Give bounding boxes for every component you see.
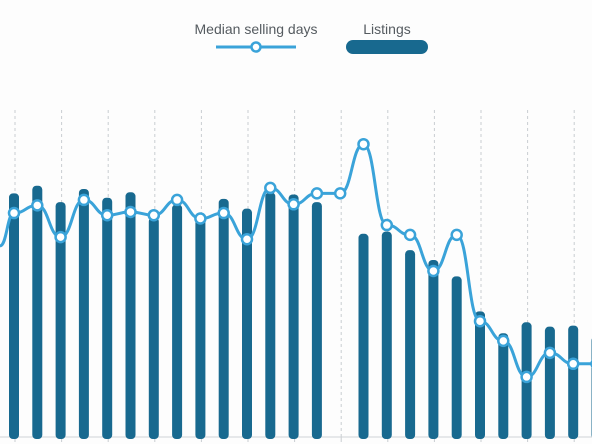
bar-listings[interactable] xyxy=(55,202,66,439)
bars xyxy=(9,185,592,440)
legend-swatch-marker xyxy=(250,41,262,53)
bar-listings[interactable] xyxy=(242,208,252,439)
bar-listings[interactable] xyxy=(195,218,206,440)
point-median-selling-days[interactable] xyxy=(520,370,533,384)
point-median-selling-days[interactable] xyxy=(147,208,161,222)
bar-listings[interactable] xyxy=(172,204,183,439)
bar-listings[interactable] xyxy=(451,276,462,439)
bar-listings[interactable] xyxy=(32,185,43,439)
point-median-selling-days[interactable] xyxy=(54,230,67,244)
point-median-selling-days[interactable] xyxy=(310,187,324,200)
point-median-selling-days[interactable] xyxy=(357,137,370,151)
point-median-selling-days[interactable] xyxy=(497,334,510,348)
point-median-selling-days[interactable] xyxy=(473,314,487,328)
point-median-selling-days[interactable] xyxy=(77,193,91,207)
point-median-selling-days[interactable] xyxy=(240,233,254,246)
point-median-selling-days[interactable] xyxy=(450,228,463,242)
legend-swatch-bar xyxy=(346,40,428,54)
point-median-selling-days[interactable] xyxy=(287,198,300,211)
point-median-selling-days[interactable] xyxy=(566,357,580,371)
point-median-selling-days[interactable] xyxy=(31,199,44,212)
point-median-selling-days[interactable] xyxy=(194,212,207,225)
bar-listings[interactable] xyxy=(125,192,136,439)
point-median-selling-days[interactable] xyxy=(543,346,557,360)
point-median-selling-days[interactable] xyxy=(124,205,137,219)
bar-listings[interactable] xyxy=(9,193,19,439)
bar-listings[interactable] xyxy=(148,217,159,439)
bar-listings[interactable] xyxy=(311,202,322,439)
point-median-selling-days[interactable] xyxy=(217,206,230,220)
bar-listings[interactable] xyxy=(265,192,276,439)
point-median-selling-days[interactable] xyxy=(333,187,347,200)
point-median-selling-days[interactable] xyxy=(100,208,114,222)
point-median-selling-days[interactable] xyxy=(264,181,277,195)
bar-listings[interactable] xyxy=(475,311,485,439)
bar-listings[interactable] xyxy=(568,325,579,439)
bar-listings[interactable] xyxy=(428,260,439,439)
line xyxy=(0,137,592,385)
bar-listings[interactable] xyxy=(288,194,299,439)
point-median-selling-days[interactable] xyxy=(380,218,394,232)
legend-label-listings[interactable]: Listings xyxy=(363,21,410,37)
bar-listings[interactable] xyxy=(544,326,555,439)
bar-listings[interactable] xyxy=(498,333,509,439)
point-median-selling-days[interactable] xyxy=(7,206,21,220)
legend: Median selling days Listings xyxy=(195,21,428,54)
bar-listings[interactable] xyxy=(218,198,229,439)
bar-listings[interactable] xyxy=(405,250,416,439)
legend-label-median-selling-days[interactable]: Median selling days xyxy=(195,21,318,37)
bar-listings[interactable] xyxy=(358,233,369,439)
bar-listings[interactable] xyxy=(78,189,89,439)
point-median-selling-days[interactable] xyxy=(170,193,184,207)
point-median-selling-days[interactable] xyxy=(403,228,417,242)
point-median-selling-days[interactable] xyxy=(427,264,440,278)
bar-listings[interactable] xyxy=(381,231,392,439)
bar-listings[interactable] xyxy=(102,197,113,439)
